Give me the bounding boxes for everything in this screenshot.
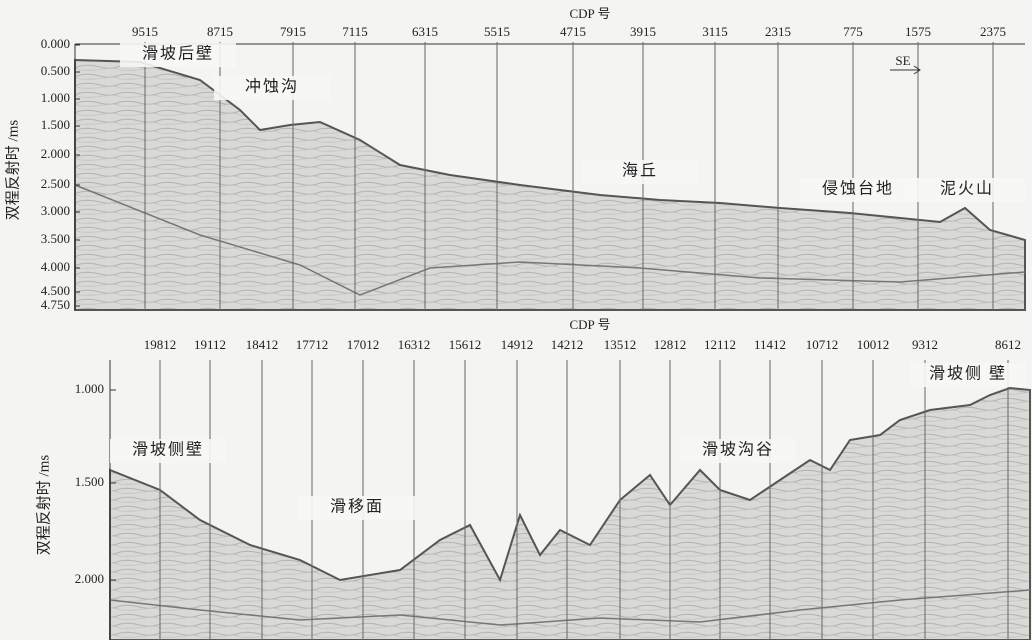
x-tick-label: 9515 bbox=[132, 24, 158, 39]
x-tick-label: 7115 bbox=[342, 24, 368, 39]
seismic-figure: CDP 号 9515 8715 7915 7115 6315 5515 4715 3915 311… bbox=[0, 0, 1032, 640]
axis-title: 双程反射时 /ms bbox=[4, 120, 21, 221]
x-tick-label: 13512 bbox=[604, 337, 637, 352]
x-tick-label: 17712 bbox=[296, 337, 329, 352]
x-tick-label: 10712 bbox=[806, 337, 839, 352]
x-tick-label: 2315 bbox=[765, 24, 791, 39]
annotation: 滑坡沟谷 bbox=[702, 441, 774, 459]
y-tick-label: 1.000 bbox=[41, 90, 70, 105]
x-tick-label: 8612 bbox=[995, 337, 1021, 352]
x-tick-label: 775 bbox=[843, 24, 863, 39]
annotation: 海丘 bbox=[622, 162, 658, 180]
x-tick-label: 4715 bbox=[560, 24, 586, 39]
annotation: 泥火山 bbox=[940, 180, 994, 198]
annotation: 冲蚀沟 bbox=[245, 78, 299, 96]
y-tick-label: 4.750 bbox=[41, 297, 70, 312]
axis-title: CDP 号 bbox=[569, 317, 610, 332]
x-tick-label: 19812 bbox=[144, 337, 177, 352]
y-tick-label: 2.500 bbox=[41, 176, 70, 191]
y-tick-label: 4.500 bbox=[41, 283, 70, 298]
y-tick-label: 0.500 bbox=[41, 63, 70, 78]
x-tick-label: 10012 bbox=[857, 337, 890, 352]
annotation: 滑移面 bbox=[330, 498, 384, 516]
x-tick-label: 8715 bbox=[207, 24, 233, 39]
x-tick-label: 14912 bbox=[501, 337, 534, 352]
x-tick-label: 6315 bbox=[412, 24, 438, 39]
x-tick-label: 12812 bbox=[654, 337, 687, 352]
y-tick-label: 2.000 bbox=[41, 146, 70, 161]
y-tick-label: 1.500 bbox=[41, 117, 70, 132]
y-tick-label: 1.500 bbox=[75, 474, 104, 489]
x-tick-label: 5515 bbox=[484, 24, 510, 39]
x-tick-label: 15612 bbox=[449, 337, 482, 352]
x-tick-label: 3915 bbox=[630, 24, 656, 39]
x-tick-label: 9312 bbox=[912, 337, 938, 352]
x-tick-label: 3115 bbox=[702, 24, 728, 39]
x-tick-label: 1575 bbox=[905, 24, 931, 39]
axis-title: CDP 号 bbox=[569, 6, 610, 21]
y-tick-label: 1.000 bbox=[75, 381, 104, 396]
y-tick-label: 0.000 bbox=[41, 36, 70, 51]
y-tick-label: 3.500 bbox=[41, 231, 70, 246]
x-tick-label: 2375 bbox=[980, 24, 1006, 39]
annotation: 滑坡侧 壁 bbox=[929, 364, 1007, 383]
x-tick-label: 19112 bbox=[194, 337, 226, 352]
x-tick-label: 17012 bbox=[347, 337, 380, 352]
annotation: 侵蚀台地 bbox=[822, 180, 894, 198]
x-tick-label: 18412 bbox=[246, 337, 279, 352]
annotation: SE bbox=[895, 53, 910, 68]
y-tick-label: 2.000 bbox=[75, 571, 104, 586]
x-tick-label: 11412 bbox=[754, 337, 786, 352]
x-tick-label: 12112 bbox=[704, 337, 736, 352]
y-tick-label: 4.000 bbox=[41, 259, 70, 274]
axis-title: 双程反射时 /ms bbox=[35, 455, 52, 556]
x-tick-label: 7915 bbox=[280, 24, 306, 39]
annotation: 滑坡侧壁 bbox=[132, 440, 204, 459]
y-tick-label: 3.000 bbox=[41, 203, 70, 218]
x-tick-label: 16312 bbox=[398, 337, 431, 352]
x-tick-label: 14212 bbox=[551, 337, 584, 352]
annotation: 滑坡后壁 bbox=[142, 44, 214, 63]
